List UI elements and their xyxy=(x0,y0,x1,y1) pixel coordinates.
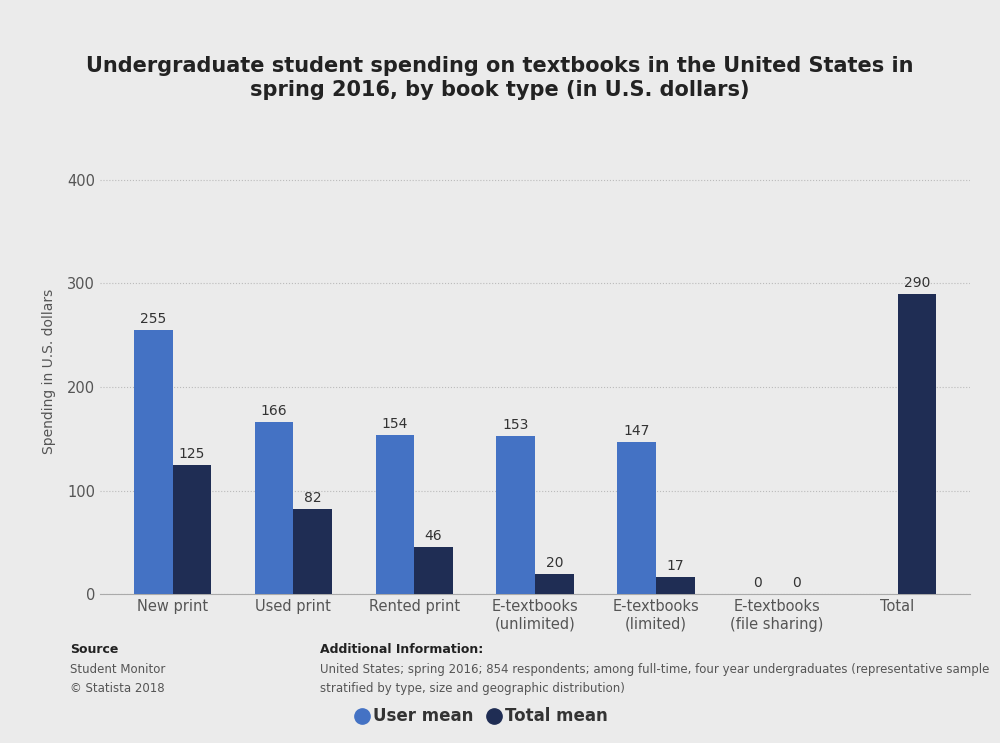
Bar xyxy=(134,330,173,594)
Text: Additional Information:: Additional Information: xyxy=(320,643,483,655)
Bar xyxy=(255,422,293,594)
Text: 154: 154 xyxy=(382,417,408,431)
Bar xyxy=(173,465,211,594)
Bar xyxy=(898,293,936,594)
Bar xyxy=(414,547,453,594)
Text: Undergraduate student spending on textbooks in the United States in
spring 2016,: Undergraduate student spending on textbo… xyxy=(86,56,914,100)
Bar xyxy=(293,510,332,594)
Text: Student Monitor
© Statista 2018: Student Monitor © Statista 2018 xyxy=(70,663,165,695)
Text: 0: 0 xyxy=(753,577,762,590)
Text: Source: Source xyxy=(70,643,118,655)
Text: 20: 20 xyxy=(546,556,563,570)
Text: 82: 82 xyxy=(304,491,321,505)
Bar xyxy=(617,442,656,594)
Bar xyxy=(376,435,414,594)
Y-axis label: Spending in U.S. dollars: Spending in U.S. dollars xyxy=(42,289,56,454)
Text: 0: 0 xyxy=(792,577,800,590)
Legend: User mean, Total mean: User mean, Total mean xyxy=(351,701,614,732)
Text: 125: 125 xyxy=(179,447,205,461)
Text: 255: 255 xyxy=(140,312,166,326)
Bar xyxy=(496,436,535,594)
Text: United States; spring 2016; 854 respondents; among full-time, four year undergra: United States; spring 2016; 854 responde… xyxy=(320,663,989,695)
Bar xyxy=(535,574,574,594)
Text: 153: 153 xyxy=(502,418,529,432)
Bar xyxy=(656,577,695,594)
Text: 290: 290 xyxy=(904,276,930,290)
Text: 17: 17 xyxy=(666,559,684,573)
Text: 46: 46 xyxy=(425,528,442,542)
Text: 166: 166 xyxy=(261,404,287,418)
Text: 147: 147 xyxy=(623,424,650,438)
